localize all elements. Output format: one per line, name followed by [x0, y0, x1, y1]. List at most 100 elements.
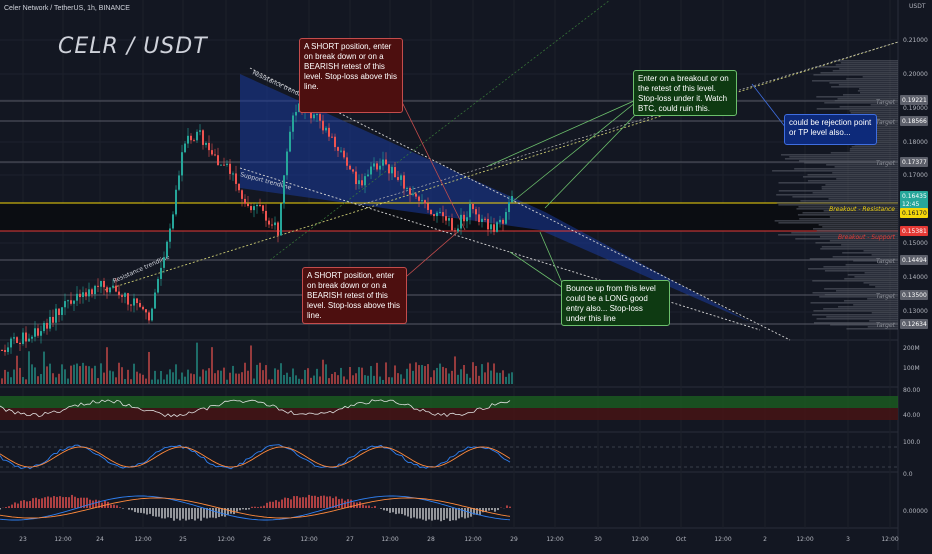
volume-profile-bar	[812, 314, 898, 316]
volume-bar	[28, 351, 30, 384]
macd-bar	[302, 497, 304, 508]
volume-bar	[388, 377, 390, 384]
volume-bar	[403, 379, 405, 384]
short-note-top: A SHORT position, enter on break down or…	[299, 38, 403, 113]
volume-bar	[223, 368, 225, 384]
macd-bar	[422, 508, 424, 520]
candle-body	[7, 347, 9, 352]
volume-bar	[298, 379, 300, 384]
macd-bar	[212, 508, 214, 518]
candle-body	[4, 350, 6, 352]
macd-bar	[248, 508, 250, 509]
volume-bar	[115, 377, 117, 384]
volume-profile-bar	[830, 216, 898, 218]
volume-profile-bar	[777, 202, 898, 204]
price-tag-label: 12:45	[902, 201, 919, 208]
long-connector-2	[512, 102, 636, 202]
candle-body	[448, 218, 450, 221]
macd-bar	[140, 508, 142, 513]
macd-bar	[392, 508, 394, 512]
candle-body	[157, 279, 159, 293]
price-label: 0.19000	[903, 105, 928, 112]
volume-profile-bar	[826, 316, 898, 318]
bounce-note: Bounce up from this level could be a LON…	[561, 280, 670, 326]
candle-body	[1, 350, 3, 351]
time-label: 27	[346, 536, 354, 543]
macd-bar	[56, 497, 58, 508]
volume-bar	[265, 365, 267, 384]
candle-body	[160, 268, 162, 279]
candle-body	[244, 199, 246, 204]
volume-profile-bar	[798, 214, 898, 216]
candle-body	[283, 175, 285, 203]
macd-bar	[455, 508, 457, 520]
candle-body	[352, 169, 354, 171]
volume-bar	[13, 370, 15, 384]
pair-title: CELR / USDT	[58, 34, 208, 59]
time-label: 29	[510, 536, 518, 543]
candle-body	[115, 286, 117, 292]
macd-bar	[506, 505, 508, 508]
volume-bar	[136, 372, 138, 384]
macd-bar	[155, 508, 157, 517]
macd-bar	[26, 501, 28, 508]
volume-bar	[7, 372, 9, 384]
price-tag-label: 0.16435	[902, 193, 927, 200]
volume-bar	[94, 366, 96, 384]
volume-profile-bar	[840, 106, 898, 108]
candle-body	[34, 328, 36, 336]
macd-bar	[263, 506, 265, 508]
candle-body	[10, 339, 12, 348]
candle-body	[487, 219, 489, 229]
macd-bar	[341, 499, 343, 508]
volume-bar	[430, 377, 432, 384]
macd-bar	[41, 498, 43, 508]
macd-bar	[494, 508, 496, 512]
candle-body	[169, 228, 171, 241]
time-label: 26	[263, 536, 271, 543]
candle-body	[175, 190, 177, 215]
candle-body	[19, 343, 21, 344]
macd-bar	[170, 508, 172, 518]
macd-bar	[164, 508, 166, 518]
macd-bar	[413, 508, 415, 517]
volume-profile-bar	[817, 230, 898, 232]
volume-bar	[274, 368, 276, 384]
candle-body	[154, 293, 156, 309]
candle-body	[331, 137, 333, 138]
stoch-k-line	[0, 445, 510, 469]
volume-profile-bar	[838, 306, 898, 308]
volume-bar	[244, 363, 246, 384]
volume-bar	[391, 377, 393, 384]
volume-profile-bar	[779, 190, 898, 192]
candle-body	[502, 220, 504, 224]
candle-body	[133, 298, 135, 305]
volume-bar	[169, 369, 171, 384]
candle-body	[55, 309, 57, 323]
macd-bar	[74, 497, 76, 508]
volume-profile-bar	[842, 252, 898, 254]
macd-bar	[104, 501, 106, 508]
candle-body	[139, 303, 141, 307]
macd-bar	[35, 498, 37, 508]
macd-bar	[32, 498, 34, 508]
candle-body	[403, 175, 405, 188]
candle-body	[247, 204, 249, 206]
volume-bar	[163, 379, 165, 384]
target-label-3: Target	[876, 160, 896, 167]
candle-body	[238, 184, 240, 190]
candle-body	[391, 167, 393, 173]
macd-bar	[371, 507, 373, 508]
volume-bar	[376, 363, 378, 384]
candle-body	[265, 211, 267, 221]
macd-bar	[314, 496, 316, 508]
volume-profile-bar	[823, 266, 898, 268]
candle-body	[130, 305, 132, 306]
volume-bar	[433, 370, 435, 384]
macd-bar	[383, 508, 385, 510]
volume-bar	[493, 363, 495, 384]
candle-body	[508, 202, 510, 212]
volume-profile-bar	[869, 284, 898, 286]
